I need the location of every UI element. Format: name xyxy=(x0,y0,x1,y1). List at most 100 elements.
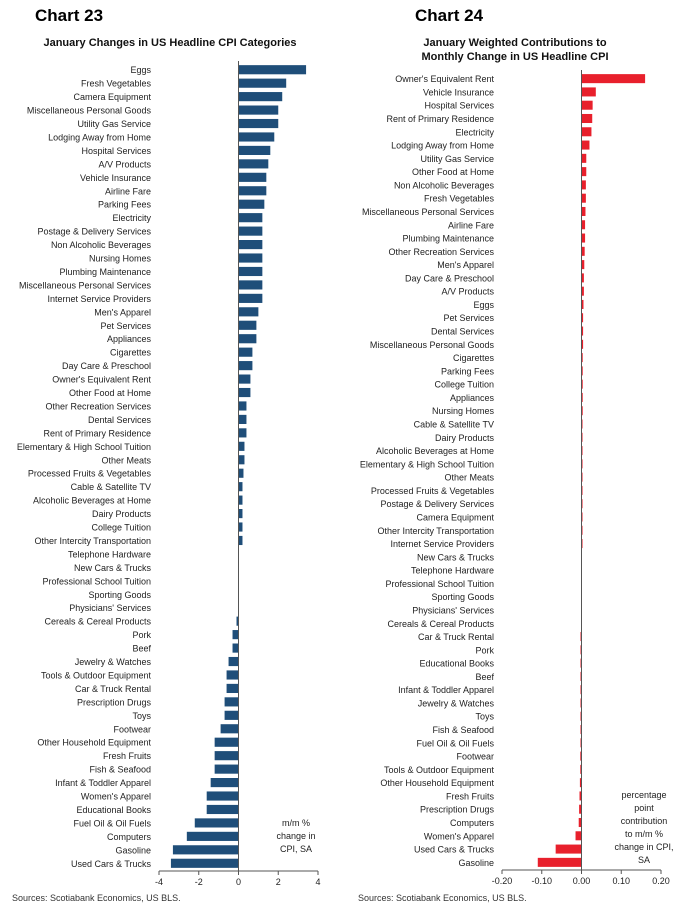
chart-24-bar xyxy=(581,113,593,124)
chart-24-title: January Weighted Contributions to Monthl… xyxy=(395,36,635,64)
chart-24-bar xyxy=(575,831,582,841)
chart-24-category-label: Tools & Outdoor Equipment xyxy=(384,765,495,775)
chart-23-category-label: Fuel Oil & Oil Fuels xyxy=(73,818,151,828)
chart-23-category-label: Infant & Toddler Apparel xyxy=(55,778,151,788)
chart-24-x-tick-label: -0.20 xyxy=(492,876,513,886)
chart-24-axis-annotation: to m/m % xyxy=(625,829,663,839)
chart-24-category-label: Toys xyxy=(475,712,494,722)
chart-23-category-label: Used Cars & Trucks xyxy=(71,859,152,869)
chart-24-category-label: Car & Truck Rental xyxy=(418,632,494,642)
chart-24-category-label: Physicians' Services xyxy=(412,605,494,615)
chart-24-bar xyxy=(580,764,582,774)
chart-23-bar xyxy=(238,145,271,155)
chart-23-category-label: Gasoline xyxy=(115,845,151,855)
chart-24-bar xyxy=(578,817,582,828)
chart-23-bar xyxy=(238,347,253,357)
chart-24-bar xyxy=(581,406,583,416)
chart-24-bar xyxy=(581,87,596,97)
chart-24-category-label: Miscellaneous Personal Services xyxy=(362,207,495,217)
chart-23-bar xyxy=(226,670,239,680)
chart-24-bar xyxy=(581,273,584,283)
chart-24-category-label: Pet Services xyxy=(443,313,494,323)
chart-24-category-label: Rent of Primary Residence xyxy=(386,114,494,124)
chart-23-bar xyxy=(186,831,239,841)
chart-23-category-label: Non Alcoholic Beverages xyxy=(51,240,152,250)
chart-24-category-label: Beef xyxy=(475,672,494,682)
chart-23-category-label: Appliances xyxy=(107,334,152,344)
chart-24-bar xyxy=(581,392,583,402)
chart-23-bar xyxy=(172,845,239,855)
chart-23-category-label: Toys xyxy=(132,711,151,721)
chart-23-category-label: New Cars & Trucks xyxy=(74,563,152,573)
chart-24-bar xyxy=(581,299,584,309)
chart-24-category-label: Other Household Equipment xyxy=(380,778,494,788)
chart-24-bar xyxy=(581,100,593,110)
chart-24-axis-annotation: SA xyxy=(638,855,650,865)
chart-23-category-label: Processed Fruits & Vegetables xyxy=(28,469,152,479)
chart-24-axis-annotation: percentage xyxy=(621,790,666,800)
chart-23-category-label: Postage & Delivery Services xyxy=(37,227,151,237)
chart-24-category-label: Day Care & Preschool xyxy=(405,273,494,283)
chart-23-bar xyxy=(214,751,239,761)
chart-24-category-label: Fish & Seafood xyxy=(432,725,494,735)
chart-23-bar xyxy=(238,468,244,478)
chart-23-category-label: Elementary & High School Tuition xyxy=(17,442,151,452)
chart-23-category-label: Women's Apparel xyxy=(81,792,151,802)
chart-24-category-label: Camera Equipment xyxy=(416,512,494,522)
chart-24-category-label: Elementary & High School Tuition xyxy=(360,459,494,469)
chart-23-bar xyxy=(238,213,263,223)
chart-24-category-label: Vehicle Insurance xyxy=(423,87,494,97)
chart-24-category-label: Sporting Goods xyxy=(431,592,494,602)
chart-23-bar xyxy=(236,616,239,626)
chart-23-bar xyxy=(224,697,239,707)
chart-23-category-label: A/V Products xyxy=(98,159,151,169)
chart-23-category-label: Alcoholic Beverages at Home xyxy=(33,496,151,506)
chart-24-source: Sources: Scotiabank Economics, US BLS. xyxy=(358,893,527,903)
chart-24-category-label: Utility Gas Service xyxy=(420,154,494,164)
chart-24-axis-annotation: point xyxy=(634,803,654,813)
chart-23-category-label: Computers xyxy=(107,832,152,842)
chart-23-bar xyxy=(238,280,263,290)
chart-23-category-label: Telephone Hardware xyxy=(68,549,151,559)
chart-23-bar xyxy=(170,858,239,868)
chart-24-category-label: Cigarettes xyxy=(453,353,495,363)
chart-23-category-label: Jewelry & Watches xyxy=(75,657,152,667)
chart-24-bar xyxy=(580,751,582,761)
chart-24-bar xyxy=(581,246,585,256)
chart-24-bar xyxy=(581,353,583,363)
chart-23-category-label: Prescription Drugs xyxy=(77,697,152,707)
chart-23-category-label: Cereals & Cereal Products xyxy=(44,617,151,627)
chart-23-bar xyxy=(238,186,267,196)
chart-23-category-label: Utility Gas Service xyxy=(77,119,151,129)
chart-24-category-label: Internet Service Providers xyxy=(390,539,494,549)
chart-24-category-label: Airline Fare xyxy=(448,220,494,230)
chart-23-category-label: Fresh Vegetables xyxy=(81,79,152,89)
chart-23-bar xyxy=(238,92,283,102)
chart-23-category-label: Camera Equipment xyxy=(73,92,151,102)
chart-24-category-label: Women's Apparel xyxy=(424,831,494,841)
chart-24-category-label: Other Food at Home xyxy=(412,167,494,177)
chart-23-x-tick-label: -4 xyxy=(155,877,163,887)
chart-24-category-label: Parking Fees xyxy=(441,366,495,376)
chart-24-category-label: Educational Books xyxy=(419,659,494,669)
chart-23-category-label: Other Food at Home xyxy=(69,388,151,398)
chart-23-category-label: Footwear xyxy=(113,724,151,734)
chart-23-category-label: Educational Books xyxy=(76,805,151,815)
chart-23-bar xyxy=(238,482,243,492)
chart-23-category-label: Hospital Services xyxy=(81,146,151,156)
chart-24-category-label: Owner's Equivalent Rent xyxy=(395,74,494,84)
chart-23-category-label: Eggs xyxy=(130,65,151,75)
chart-23-bar xyxy=(238,78,287,88)
chart-23-category-label: Day Care & Preschool xyxy=(62,361,151,371)
chart-23-bar xyxy=(238,361,253,371)
chart-24-category-label: Infant & Toddler Apparel xyxy=(398,685,494,695)
chart-23-category-label: Sporting Goods xyxy=(88,590,151,600)
chart-23-bar xyxy=(232,643,239,653)
chart-23-title: January Changes in US Headline CPI Categ… xyxy=(43,37,297,49)
chart-23-category-label: Other Recreation Services xyxy=(45,401,151,411)
chart-23-category-label: Other Meats xyxy=(101,455,151,465)
chart-23-bar xyxy=(214,764,239,774)
chart-23-category-label: Beef xyxy=(132,644,151,654)
chart-24-category-label: Computers xyxy=(450,818,495,828)
